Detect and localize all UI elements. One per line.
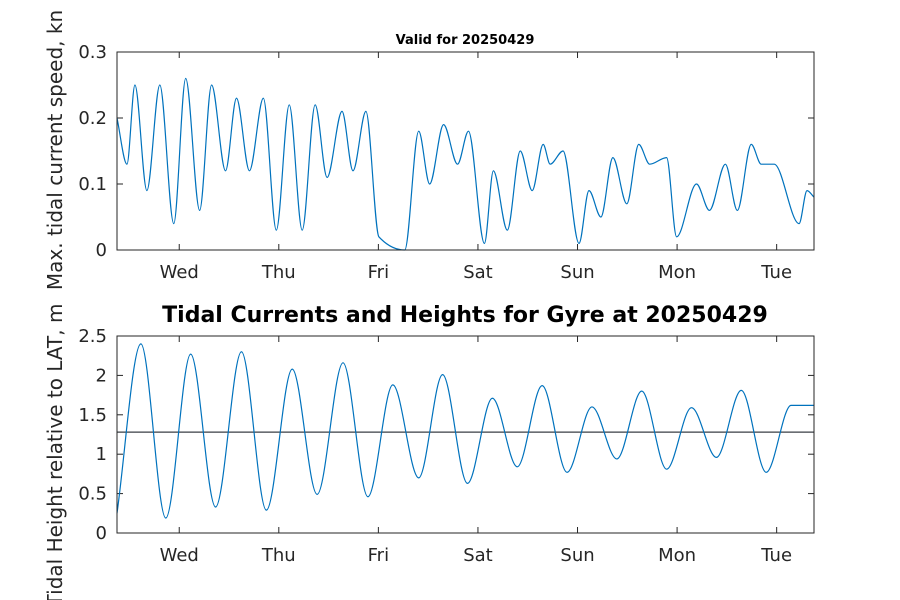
tidal-height-plot [116, 343, 814, 519]
tidal-height-x-tick-label: Mon [658, 545, 696, 566]
tidal-height-x-tick-label: Tue [760, 545, 792, 566]
tidal-height-x-tick-label: Sun [560, 545, 594, 566]
current-speed-x-tick-label: Thu [261, 262, 296, 283]
current-speed-y-tick-label: 0.3 [78, 42, 107, 63]
tidal-height-y-tick-label: 2 [96, 365, 107, 386]
current-speed-y-tick-label: 0.1 [78, 174, 107, 195]
current-speed-x-tick-label: Sat [463, 262, 493, 283]
tidal-height-x-tick-label: Sat [463, 545, 493, 566]
current-speed-y-tick-label: 0 [96, 240, 107, 261]
tidal-height-y-tick-label: 0 [96, 523, 107, 544]
tidal-height-x-tick-label: Fri [368, 545, 389, 566]
current-speed-x-tick-label: Tue [760, 262, 792, 283]
current-speed-panel: Valid for 20250429 0 0.1 0.2 0.3 Wed Thu Fri S… [43, 10, 815, 290]
tidal-height-y-ticks: 0 0.5 1 1.5 2 2.5 [78, 326, 814, 544]
current-speed-axes-box [116, 51, 815, 251]
tidal-height-y-tick-label: 0.5 [78, 484, 107, 505]
tidal-height-x-tick-label: Wed [160, 545, 199, 566]
tidal-height-y-tick-label: 1 [96, 444, 107, 465]
current-speed-x-ticks: Wed Thu Fri Sat Sun Mon Tue [160, 52, 792, 283]
current-speed-y-tick-label: 0.2 [78, 108, 107, 129]
tidal-height-x-ticks: Wed Thu Fri Sat Sun Mon Tue [160, 336, 792, 566]
tidal-height-series-line [116, 343, 814, 519]
tidal-height-y-label: Tidal Height relative to LAT, m [43, 304, 67, 600]
current-speed-plot [116, 77, 815, 251]
current-speed-x-tick-label: Wed [160, 262, 199, 283]
tidal-height-axes-box [116, 335, 815, 534]
tidal-height-title: Tidal Currents and Heights for Gyre at 2… [162, 303, 768, 328]
tidal-height-panel: Tidal Currents and Heights for Gyre at 2… [43, 303, 815, 600]
tidal-height-x-tick-label: Thu [261, 545, 296, 566]
current-speed-x-tick-label: Fri [368, 262, 389, 283]
current-speed-y-label: Max. tidal current speed, kn [43, 10, 67, 290]
tidal-height-y-tick-label: 1.5 [78, 405, 107, 426]
current-speed-title: Valid for 20250429 [396, 33, 535, 48]
current-speed-series-line [116, 77, 815, 251]
current-speed-x-tick-label: Sun [560, 262, 594, 283]
current-speed-x-tick-label: Mon [658, 262, 696, 283]
tidal-height-y-tick-label: 2.5 [78, 326, 107, 347]
